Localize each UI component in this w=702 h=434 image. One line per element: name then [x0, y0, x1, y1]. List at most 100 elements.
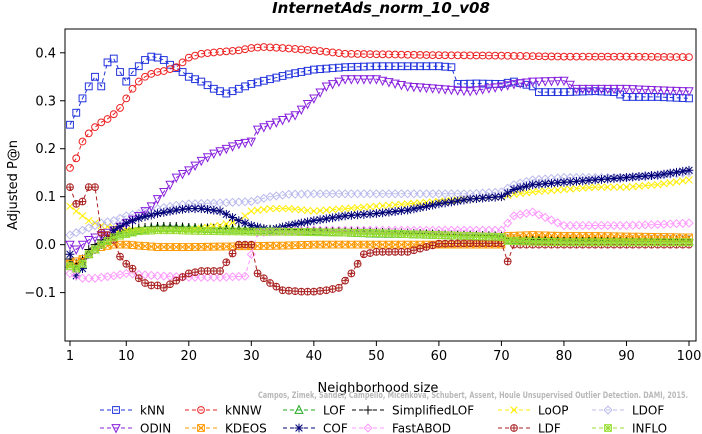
data-point-ldof	[371, 189, 381, 199]
data-point-ldf	[322, 286, 331, 295]
data-point-odin	[653, 86, 663, 96]
data-point-loop	[78, 212, 87, 220]
data-point-knn	[147, 52, 156, 61]
data-point-knn	[184, 72, 193, 81]
data-point-knn	[216, 87, 224, 96]
data-point-knn	[153, 53, 162, 62]
data-point-cof	[284, 221, 294, 230]
data-point-knn	[222, 89, 231, 98]
data-point-ldf	[178, 273, 187, 281]
data-point-fastabod	[202, 272, 213, 282]
data-point-ldof	[327, 189, 338, 199]
data-point-knnw	[303, 46, 312, 54]
data-point-ldof	[221, 198, 231, 208]
data-point-odin	[365, 75, 375, 85]
data-point-fastabod	[234, 271, 244, 282]
data-point-loop	[285, 204, 293, 213]
legend-label-knnw: kNNW	[225, 404, 262, 418]
data-point-ldof	[315, 189, 325, 199]
data-point-ldof	[403, 189, 413, 199]
data-point-fastabod	[628, 220, 638, 230]
data-point-ldof	[115, 213, 125, 223]
data-point-cof	[203, 205, 212, 214]
data-point-ldf	[78, 197, 87, 206]
data-point-loop	[597, 183, 606, 191]
data-point-cof	[590, 175, 600, 185]
data-point-knnw	[284, 44, 293, 53]
data-point-cof	[215, 206, 225, 216]
data-point-cof	[609, 174, 619, 183]
data-point-ldof	[415, 189, 425, 199]
data-point-loop	[516, 189, 524, 198]
x-axis: 1 10 20 30 40 50 60 70 80 90 100	[66, 341, 701, 364]
data-point-knn	[328, 64, 337, 73]
data-point-ldf	[503, 257, 512, 266]
data-point-ldf	[228, 249, 237, 258]
data-point-loop	[303, 206, 312, 215]
data-point-ldof	[71, 228, 81, 238]
data-point-ldf	[334, 284, 343, 292]
data-point-loop	[647, 181, 656, 189]
data-point-knn	[441, 62, 450, 71]
data-point-fastabod	[190, 272, 200, 282]
data-point-knn	[347, 63, 356, 71]
data-point-knnw	[334, 49, 343, 57]
legend-item-kdeos: KDEOS	[185, 422, 267, 434]
data-point-knn	[253, 78, 262, 87]
data-point-cof	[128, 216, 137, 226]
legend-label-kdeos: KDEOS	[225, 422, 267, 434]
data-point-fastabod	[646, 220, 657, 230]
data-point-ldf	[409, 246, 418, 255]
data-point-odin	[215, 147, 225, 157]
data-point-fastabod	[678, 218, 688, 228]
data-point-odin	[671, 86, 682, 97]
data-point-odin	[246, 137, 257, 148]
data-point-knn	[366, 62, 375, 71]
data-point-knn	[84, 82, 93, 91]
data-point-odin	[584, 84, 594, 95]
legend-item-loop: LoOP	[498, 404, 569, 418]
data-point-odin	[202, 153, 213, 163]
data-point-knn	[341, 63, 350, 72]
data-point-fastabod	[159, 271, 169, 281]
data-point-cof	[334, 212, 344, 222]
data-point-knnw	[359, 50, 368, 58]
data-point-cof	[584, 175, 594, 185]
data-point-ldof	[390, 189, 400, 199]
data-point-knnw	[278, 44, 287, 52]
data-point-knn	[91, 72, 99, 81]
data-point-odin	[396, 81, 407, 91]
data-point-knnw	[84, 129, 93, 138]
data-point-cof	[597, 175, 606, 184]
data-point-loop	[241, 212, 249, 220]
data-point-odin	[577, 84, 588, 95]
legend-label-loop: LoOP	[538, 404, 569, 418]
data-point-knnw	[541, 52, 550, 61]
data-point-odin	[84, 235, 94, 246]
data-point-cof	[384, 207, 394, 217]
data-point-ldf	[359, 250, 368, 259]
data-point-odin	[315, 88, 325, 98]
data-point-cof	[159, 207, 169, 217]
data-point-cof	[453, 196, 463, 206]
data-point-odin	[477, 85, 488, 95]
data-point-knnw	[178, 58, 187, 67]
data-point-ldf	[166, 280, 174, 289]
data-point-loop	[591, 183, 599, 191]
data-point-knnw	[209, 48, 218, 57]
legend-marker-odin	[111, 424, 121, 434]
data-point-ldf	[134, 274, 143, 283]
data-point-odin	[421, 83, 432, 94]
data-point-knnw	[341, 49, 350, 58]
data-point-loop	[328, 205, 337, 214]
data-point-inflo	[116, 231, 124, 240]
data-point-ldf	[316, 287, 325, 295]
data-point-knnw	[535, 52, 543, 61]
data-point-knnw	[635, 52, 643, 61]
data-point-fastabod	[640, 220, 650, 230]
data-point-loop	[610, 183, 618, 191]
data-point-knnw	[466, 51, 475, 60]
data-point-knn	[616, 90, 625, 99]
data-point-odin	[484, 84, 494, 94]
data-point-fastabod	[77, 273, 88, 283]
